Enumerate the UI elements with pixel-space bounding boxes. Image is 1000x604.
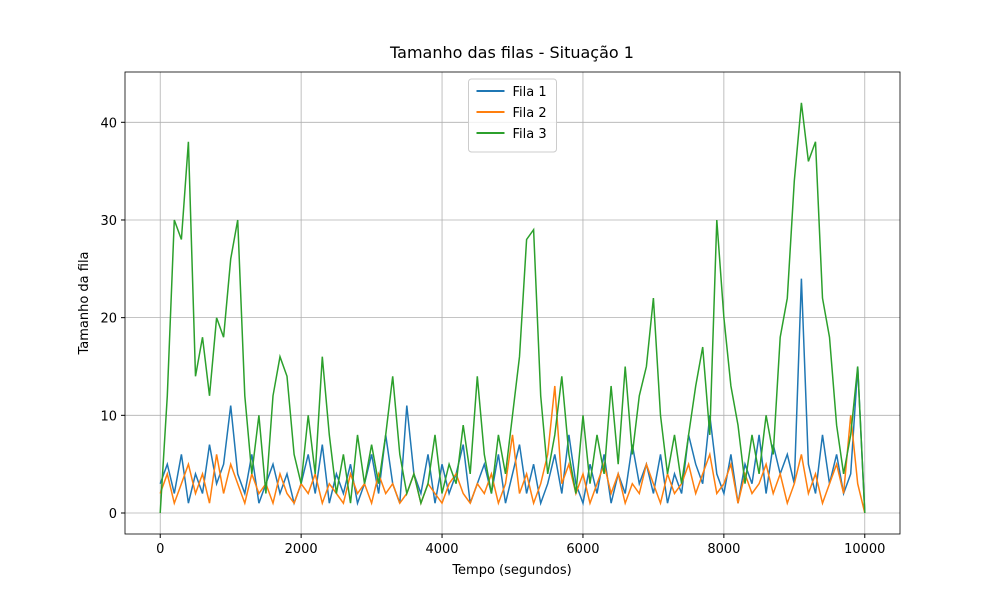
legend-label: Fila 2 xyxy=(513,106,547,121)
legend-label: Fila 3 xyxy=(513,127,547,142)
series-line xyxy=(159,102,866,514)
x-axis-label: Tempo (segundos) xyxy=(451,563,571,578)
legend: Fila 1 Fila 2 Fila 3 xyxy=(468,78,557,153)
x-tick-label: 8000 xyxy=(707,542,740,557)
x-tick-label: 4000 xyxy=(425,542,458,557)
x-tick-label: 2000 xyxy=(285,542,318,557)
legend-label: Fila 1 xyxy=(513,85,547,100)
plot-frame xyxy=(124,71,901,535)
y-tick-label: 20 xyxy=(100,312,117,327)
x-tick-label: 6000 xyxy=(566,542,599,557)
x-tick-label: 0 xyxy=(156,542,164,557)
x-tick-label: 10000 xyxy=(844,542,885,557)
y-tick-label: 10 xyxy=(100,409,117,424)
y-axis-label: Tamanho da fila xyxy=(77,251,92,355)
y-tick-label: 40 xyxy=(100,116,117,131)
y-tick-label: 30 xyxy=(100,214,117,229)
series-line xyxy=(159,278,866,514)
chart-title: Tamanho das filas - Situação 1 xyxy=(389,43,634,62)
y-tick-label: 0 xyxy=(109,507,117,522)
series-line xyxy=(159,385,866,514)
